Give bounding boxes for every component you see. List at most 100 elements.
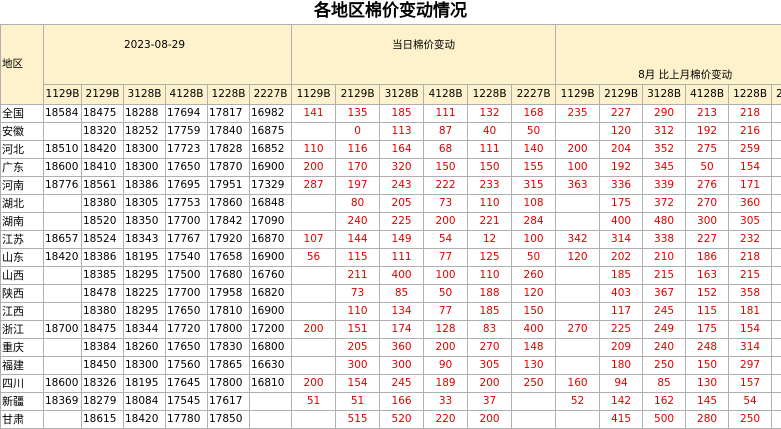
value-cell: 17840 [208, 123, 250, 141]
value-cell: 17800 [208, 321, 250, 339]
value-cell: 18385 [82, 267, 124, 285]
value-cell: 18524 [82, 231, 124, 249]
value-cell: 17645 [166, 375, 208, 393]
value-cell: 128 [424, 321, 468, 339]
value-cell: 17920 [208, 231, 250, 249]
column-header: 1129B [44, 85, 82, 105]
value-cell: 50 [686, 159, 729, 177]
value-cell: 320 [772, 159, 781, 177]
value-cell: 17545 [166, 393, 208, 411]
column-header: 3128B [124, 85, 166, 105]
value-cell [292, 285, 336, 303]
value-cell: 134 [380, 303, 424, 321]
value-cell: 213 [686, 105, 729, 123]
value-cell: 345 [643, 159, 686, 177]
value-cell [556, 357, 600, 375]
value-cell [292, 213, 336, 231]
value-cell: 117 [600, 303, 643, 321]
value-cell: 17720 [166, 321, 208, 339]
value-cell: 130 [686, 375, 729, 393]
value-cell [556, 195, 600, 213]
value-cell: 18475 [82, 321, 124, 339]
value-cell: 314 [729, 339, 772, 357]
value-cell: 17850 [208, 411, 250, 429]
value-cell [556, 267, 600, 285]
value-cell: 18084 [124, 393, 166, 411]
value-cell [44, 267, 82, 285]
value-cell: 18326 [82, 375, 124, 393]
value-cell: 120 [556, 249, 600, 267]
value-cell: 17842 [208, 213, 250, 231]
value-cell: 18384 [82, 339, 124, 357]
value-cell: 400 [600, 213, 643, 231]
column-header: 2129B [336, 85, 380, 105]
value-cell: 120 [512, 285, 556, 303]
value-cell: 54 [729, 393, 772, 411]
value-cell: 18380 [82, 195, 124, 213]
value-cell: 16900 [250, 159, 292, 177]
value-cell: 17680 [208, 267, 250, 285]
value-cell: 200 [424, 213, 468, 231]
value-cell: 415 [600, 411, 643, 429]
value-cell: 77 [424, 303, 468, 321]
value-cell: 132 [468, 105, 512, 123]
value-cell: 175 [686, 321, 729, 339]
value-cell: 148 [512, 339, 556, 357]
value-cell: 192 [600, 159, 643, 177]
value-cell: 144 [336, 231, 380, 249]
value-cell: 211 [336, 267, 380, 285]
title: 各地区棉价变动情况 [0, 0, 781, 24]
value-cell: 189 [424, 375, 468, 393]
value-cell: 200 [292, 159, 336, 177]
value-cell: 250 [512, 375, 556, 393]
value-cell: 110 [336, 303, 380, 321]
column-header: 2227B [772, 85, 781, 105]
value-cell: 68 [424, 141, 468, 159]
value-cell: 17650 [166, 339, 208, 357]
value-cell: 150 [686, 357, 729, 375]
value-cell: 17500 [166, 267, 208, 285]
value-cell: 222 [424, 177, 468, 195]
value-cell [556, 303, 600, 321]
value-cell: 17753 [166, 195, 208, 213]
value-cell: 18320 [82, 123, 124, 141]
value-cell: 141 [292, 105, 336, 123]
value-cell: 300 [380, 357, 424, 375]
value-cell: 149 [380, 231, 424, 249]
value-cell: 215 [729, 267, 772, 285]
value-cell [512, 411, 556, 429]
value-cell: 233 [468, 177, 512, 195]
value-cell: 16982 [250, 105, 292, 123]
value-cell: 17958 [208, 285, 250, 303]
value-cell: 225 [380, 213, 424, 231]
value-cell: 166 [380, 393, 424, 411]
value-cell: 342 [556, 231, 600, 249]
value-cell: 18300 [124, 357, 166, 375]
value-cell: 17951 [208, 177, 250, 195]
value-cell: 18475 [82, 105, 124, 123]
value-cell: 175 [600, 195, 643, 213]
value-cell: 200 [468, 375, 512, 393]
value-cell: 54 [424, 231, 468, 249]
region-cell: 河北 [1, 141, 44, 159]
value-cell: 284 [512, 213, 556, 231]
value-cell: 50 [512, 249, 556, 267]
value-cell: 185 [468, 303, 512, 321]
value-cell: 338 [643, 231, 686, 249]
value-cell: 197 [336, 177, 380, 195]
value-cell: 50 [512, 123, 556, 141]
value-cell: 510 [772, 375, 781, 393]
value-cell: 245 [380, 375, 424, 393]
value-cell: 17658 [208, 249, 250, 267]
value-cell: 18450 [82, 357, 124, 375]
value-cell [44, 339, 82, 357]
value-cell: 125 [468, 249, 512, 267]
value-cell: 200 [556, 141, 600, 159]
value-cell: 16820 [250, 285, 292, 303]
value-cell: 480 [643, 213, 686, 231]
value-cell: 218 [729, 249, 772, 267]
value-cell: 18600 [44, 375, 82, 393]
value-cell: 216 [729, 123, 772, 141]
